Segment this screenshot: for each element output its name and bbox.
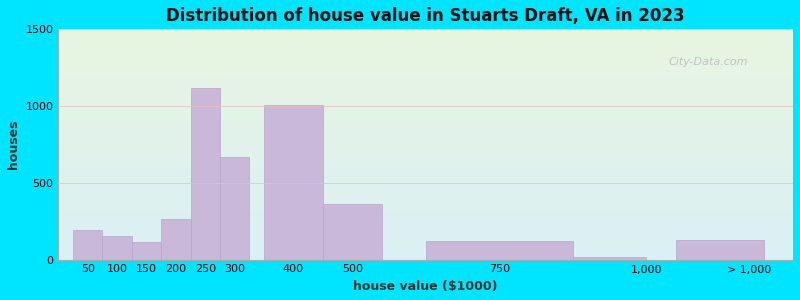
Bar [675, 240, 764, 260]
Bar [102, 236, 132, 260]
Title: Distribution of house value in Stuarts Draft, VA in 2023: Distribution of house value in Stuarts D… [166, 7, 685, 25]
Bar [220, 157, 250, 260]
Bar [323, 204, 382, 260]
Bar [162, 219, 190, 260]
Bar [573, 257, 646, 260]
Bar [132, 242, 162, 260]
Bar [190, 88, 220, 260]
Bar [73, 230, 102, 260]
X-axis label: house value ($1000): house value ($1000) [354, 280, 498, 293]
Bar [264, 105, 323, 260]
Y-axis label: houses: houses [7, 120, 20, 169]
Bar [426, 241, 573, 260]
Text: City-Data.com: City-Data.com [668, 57, 748, 67]
